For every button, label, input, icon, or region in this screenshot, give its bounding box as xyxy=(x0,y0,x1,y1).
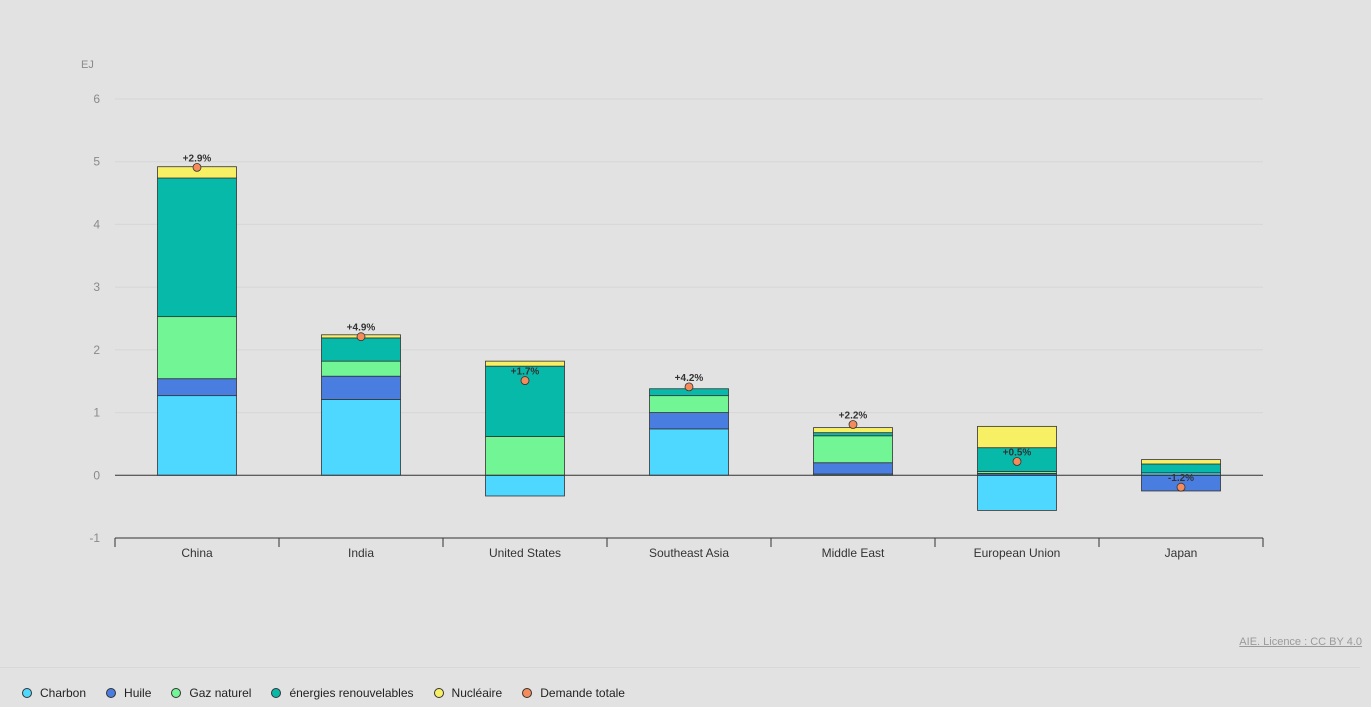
legend-item[interactable]: énergies renouvelables xyxy=(271,686,414,700)
x-tick-label: European Union xyxy=(974,546,1061,560)
y-tick-label: 0 xyxy=(93,468,100,482)
y-axis-unit: EJ xyxy=(81,59,94,71)
legend-swatch-icon xyxy=(22,688,32,698)
y-tick-label: 4 xyxy=(93,217,100,231)
bar-segment[interactable] xyxy=(977,425,1057,449)
legend-label: énergies renouvelables xyxy=(289,686,414,700)
bar-segment[interactable] xyxy=(813,435,893,464)
legend-swatch-icon xyxy=(106,688,117,698)
legend: Charbon Huile Gaz naturel énergies renouvel… xyxy=(22,686,645,700)
x-tick-label: United States xyxy=(489,546,561,560)
legend-label: Charbon xyxy=(40,686,87,700)
total-demand-point[interactable] xyxy=(1176,482,1186,492)
total-demand-point[interactable] xyxy=(356,332,366,342)
y-tick-label: 3 xyxy=(93,280,100,294)
bar-segment[interactable] xyxy=(485,365,565,437)
y-tick-label: 5 xyxy=(93,155,100,169)
bar-segment[interactable] xyxy=(485,360,565,367)
total-demand-point[interactable] xyxy=(684,382,694,392)
legend-label: Demande totale xyxy=(540,686,625,700)
legend-swatch-icon xyxy=(433,688,444,698)
legend-item[interactable]: Demande totale xyxy=(522,686,625,700)
total-change-label: +2.9% xyxy=(183,153,212,164)
total-demand-markers: +2.9% +4.9% +1.7% +4.2% +2.2% +0.5% -1.2% xyxy=(183,153,1194,492)
total-demand-point[interactable] xyxy=(192,162,202,172)
credit-link[interactable]: AIE. Licence : CC BY 4.0 xyxy=(1239,636,1362,648)
total-demand-point[interactable] xyxy=(848,420,858,429)
bar-segment[interactable] xyxy=(321,360,401,377)
total-change-label: -1.2% xyxy=(1168,473,1194,484)
bar-segment[interactable] xyxy=(321,399,401,476)
bar-segment[interactable] xyxy=(977,474,1057,511)
bar-segment[interactable] xyxy=(1141,459,1221,465)
legend-item[interactable]: Huile xyxy=(106,686,151,700)
bar-segment[interactable] xyxy=(321,337,401,362)
bars xyxy=(157,166,1221,511)
bar-segment[interactable] xyxy=(321,375,401,400)
total-demand-point[interactable] xyxy=(1012,457,1022,466)
bar-segment[interactable] xyxy=(157,395,237,476)
bar-segment[interactable] xyxy=(157,177,237,318)
y-axis-ticks: -1 0 1 2 3 4 5 6 xyxy=(89,92,100,545)
gridlines xyxy=(115,98,1263,414)
legend-swatch-icon xyxy=(271,688,282,698)
x-tick-label: Japan xyxy=(1165,546,1198,560)
legend-label: Nucléaire xyxy=(451,686,503,700)
legend-divider xyxy=(0,667,1360,668)
y-tick-label: 6 xyxy=(93,92,100,106)
legend-label: Gaz naturel xyxy=(189,686,252,700)
bar-segment[interactable] xyxy=(649,395,729,413)
bar-segment[interactable] xyxy=(813,462,893,475)
y-tick-label: 1 xyxy=(93,406,100,420)
bar-segment[interactable] xyxy=(1141,463,1221,474)
total-demand-point[interactable] xyxy=(520,376,530,385)
legend-label: Huile xyxy=(124,686,152,700)
bar-segment[interactable] xyxy=(157,316,237,380)
x-tick-label: India xyxy=(348,546,374,560)
y-tick-label: 2 xyxy=(93,343,100,357)
x-axis: China India United States Southeast Asia Mid… xyxy=(114,537,1264,560)
total-change-label: +1.7% xyxy=(511,367,540,378)
legend-swatch-icon xyxy=(171,688,182,698)
bar-segment[interactable] xyxy=(485,474,565,497)
bar-segment[interactable] xyxy=(485,436,565,476)
legend-swatch-icon xyxy=(522,688,533,698)
total-change-label: +4.2% xyxy=(675,373,704,384)
legend-item[interactable]: Charbon xyxy=(22,686,86,700)
x-tick-label: Middle East xyxy=(822,546,885,560)
total-change-label: +0.5% xyxy=(1003,447,1032,458)
x-tick-label: China xyxy=(181,546,213,560)
bar-segment[interactable] xyxy=(649,412,729,430)
legend-item[interactable]: Nucléaire xyxy=(433,686,503,700)
total-change-label: +2.2% xyxy=(839,410,868,421)
y-tick-label: -1 xyxy=(89,531,100,545)
bar-segment[interactable] xyxy=(649,428,729,476)
bar-segment[interactable] xyxy=(813,432,893,437)
legend-item[interactable]: Gaz naturel xyxy=(171,686,251,700)
total-change-label: +4.9% xyxy=(347,323,376,334)
x-tick-label: Southeast Asia xyxy=(649,546,729,560)
bar-segment[interactable] xyxy=(157,378,237,397)
